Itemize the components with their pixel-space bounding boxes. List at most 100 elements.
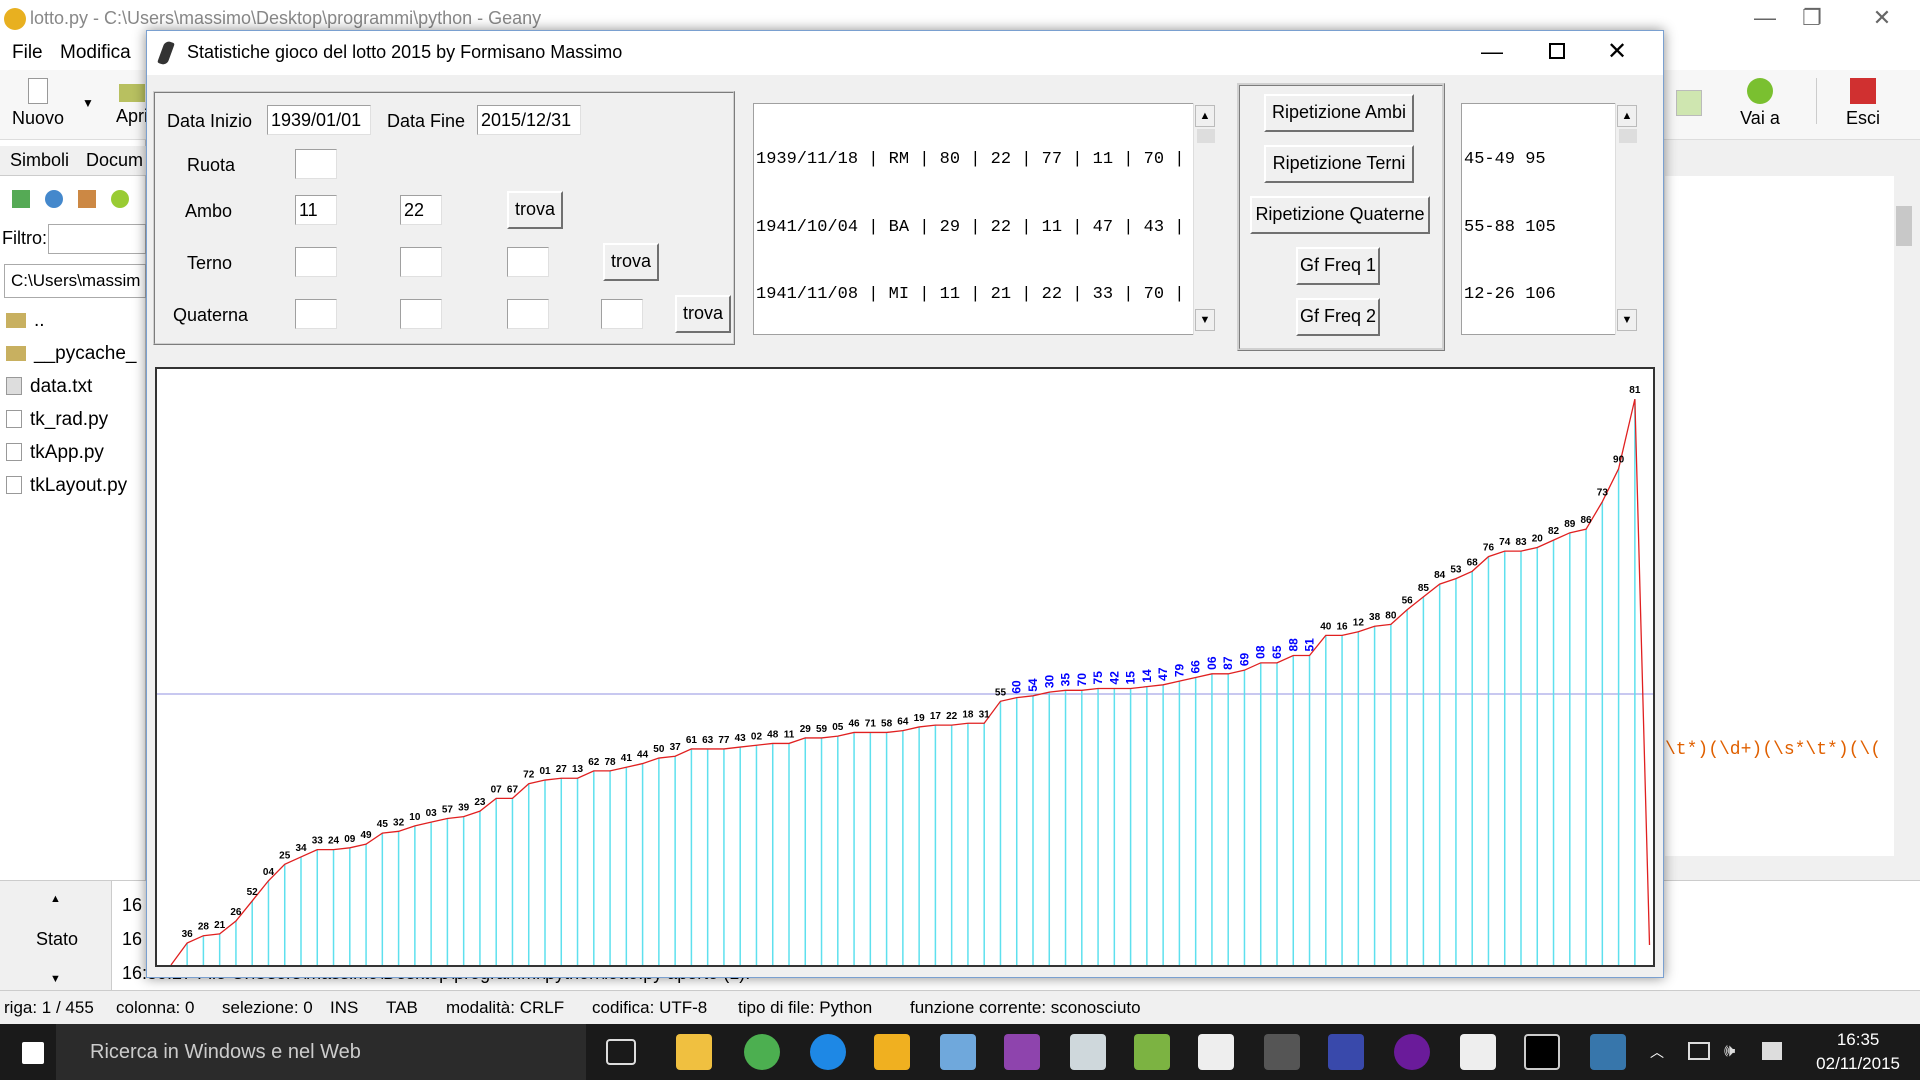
maximize-icon[interactable] (1549, 43, 1565, 59)
tab-documenti[interactable]: Docum (86, 150, 144, 170)
menu-file[interactable]: File (12, 42, 43, 63)
scrollbar-thumb[interactable] (1197, 129, 1215, 143)
path-combo[interactable]: C:\Users\massim (4, 264, 146, 298)
ruota-input[interactable] (295, 149, 337, 179)
chevron-up-icon[interactable]: ︿ (1650, 1044, 1664, 1060)
sidebar-tabs: Simboli Docum (0, 146, 146, 176)
list-item[interactable]: 12-26 106 (1464, 285, 1556, 304)
chrome-icon[interactable] (744, 1034, 780, 1070)
app-window-icon[interactable] (1328, 1034, 1364, 1070)
draws-listbox[interactable]: 1939/11/18 | RM | 80 | 22 | 77 | 11 | 70… (753, 103, 1193, 335)
task-view-icon[interactable] (606, 1039, 636, 1065)
quit-button[interactable]: Esci (1830, 78, 1896, 129)
refresh-icon[interactable] (45, 190, 64, 208)
list-item[interactable]: data.txt (6, 376, 92, 398)
gimp-icon[interactable] (1264, 1034, 1300, 1070)
keyboard-icon[interactable] (1762, 1042, 1782, 1060)
filter-input[interactable] (48, 224, 146, 254)
store-icon[interactable] (1460, 1034, 1496, 1070)
python-file-icon[interactable] (1070, 1034, 1106, 1070)
gf-freq-1-button[interactable]: Gf Freq 1 (1296, 247, 1380, 285)
github-icon[interactable] (1394, 1034, 1430, 1070)
ripetizione-ambi-button[interactable]: Ripetizione Ambi (1264, 94, 1414, 132)
ripetizione-quaterne-button[interactable]: Ripetizione Quaterne (1250, 196, 1430, 234)
ambo-input-2[interactable]: 22 (400, 195, 442, 225)
editor-scrollbar[interactable] (1894, 176, 1914, 856)
list-item[interactable]: 45-49 95 (1464, 150, 1546, 169)
up-arrow-icon[interactable]: ▲ (50, 893, 61, 905)
open-button[interactable]: Apri (112, 78, 152, 127)
list-item[interactable]: 1941/10/04 | BA | 29 | 22 | 11 | 47 | 43… (756, 217, 1185, 237)
minimize-icon[interactable]: — (1481, 39, 1503, 64)
quaterna-input-2[interactable] (400, 299, 442, 329)
scrollbar-thumb[interactable] (1619, 129, 1637, 143)
home-icon[interactable] (78, 190, 97, 208)
windows-start-icon[interactable] (22, 1042, 44, 1064)
ripetizione-terni-button[interactable]: Ripetizione Terni (1264, 145, 1414, 183)
find-terno-button[interactable]: trova (603, 243, 659, 281)
close-icon[interactable]: ✕ (1607, 38, 1628, 65)
bar-label: 28 (198, 922, 210, 933)
scroll-up-icon[interactable]: ▲ (1617, 105, 1637, 127)
volume-icon[interactable]: 🕪 (1724, 1040, 1736, 1060)
draws-scrollbar[interactable]: ▲ ▼ (1193, 103, 1217, 335)
close-icon[interactable]: ✕ (1872, 5, 1892, 30)
terno-input-2[interactable] (400, 247, 442, 277)
clock-date: 02/11/2015 (1816, 1054, 1900, 1073)
bar-label: 76 (1483, 543, 1495, 554)
scrollbar-thumb[interactable] (1896, 206, 1912, 246)
quaterna-input-4[interactable] (601, 299, 643, 329)
terno-input-1[interactable] (295, 247, 337, 277)
pairs-scrollbar[interactable]: ▲ ▼ (1615, 103, 1639, 335)
data-fine-input[interactable]: 2015/12/31 (477, 105, 581, 135)
python-icon[interactable] (1590, 1034, 1626, 1070)
find-quaterna-button[interactable]: trova (675, 295, 731, 333)
file-explorer-icon[interactable] (676, 1034, 712, 1070)
up-icon[interactable] (12, 190, 30, 208)
down-arrow-icon[interactable]: ▼ (50, 973, 61, 985)
list-item[interactable]: 55-88 105 (1464, 217, 1556, 237)
ambo-input-1[interactable]: 11 (295, 195, 337, 225)
lotto-dialog: Statistiche gioco del lotto 2015 by Form… (146, 30, 1664, 978)
3d-box-icon[interactable] (940, 1034, 976, 1070)
code-editor[interactable] (1665, 176, 1905, 856)
tab-simboli[interactable]: Simboli (10, 150, 70, 170)
menu-modifica[interactable]: Modifica (60, 42, 131, 63)
quaterna-input-3[interactable] (507, 299, 549, 329)
edge-icon[interactable] (810, 1034, 846, 1070)
pairs-listbox[interactable]: 45-49 95 55-88 105 12-26 106 41-67 106 3… (1461, 103, 1615, 335)
network-icon[interactable] (1688, 1042, 1710, 1060)
go-icon[interactable] (111, 190, 130, 208)
new-button[interactable]: Nuovo (8, 78, 68, 129)
tab-stato[interactable]: Stato (36, 929, 79, 949)
restore-icon[interactable]: ❐ (1802, 5, 1822, 30)
terminal-icon[interactable] (1524, 1034, 1560, 1070)
list-item[interactable]: tkApp.py (6, 442, 104, 464)
scroll-down-icon[interactable]: ▼ (1195, 309, 1215, 331)
chevron-down-icon[interactable]: ▼ (82, 96, 94, 110)
compile-icon[interactable] (1676, 90, 1702, 116)
taskbar-clock[interactable]: 16:35 02/11/2015 (1816, 1028, 1900, 1076)
visual-studio-icon[interactable] (1004, 1034, 1040, 1070)
taskbar-search[interactable]: Ricerca in Windows e nel Web (56, 1024, 586, 1080)
goto-button[interactable]: Vai a (1725, 78, 1795, 129)
minimize-icon[interactable]: — (1754, 5, 1776, 30)
code-line: \t*)(\d+)(\s*\t*)(\( (1665, 740, 1882, 760)
data-inizio-input[interactable]: 1939/01/01 (267, 105, 371, 135)
list-item[interactable]: .. (6, 310, 45, 332)
geany-icon[interactable] (874, 1034, 910, 1070)
spreadsheet-icon[interactable] (1134, 1034, 1170, 1070)
list-item[interactable]: 1941/11/08 | MI | 11 | 21 | 22 | 33 | 70… (756, 285, 1185, 304)
document-icon[interactable] (1198, 1034, 1234, 1070)
terno-input-3[interactable] (507, 247, 549, 277)
list-item[interactable]: tk_rad.py (6, 409, 108, 431)
gf-freq-2-button[interactable]: Gf Freq 2 (1296, 298, 1380, 336)
list-item[interactable]: __pycache_ (6, 343, 136, 365)
quaterna-input-1[interactable] (295, 299, 337, 329)
scroll-down-icon[interactable]: ▼ (1617, 309, 1637, 331)
list-item[interactable]: 1939/11/18 | RM | 80 | 22 | 77 | 11 | 70… (756, 150, 1185, 169)
find-ambo-button[interactable]: trova (507, 191, 563, 229)
list-item[interactable]: tkLayout.py (6, 475, 127, 497)
scroll-up-icon[interactable]: ▲ (1195, 105, 1215, 127)
bar-label: 53 (1450, 565, 1462, 576)
